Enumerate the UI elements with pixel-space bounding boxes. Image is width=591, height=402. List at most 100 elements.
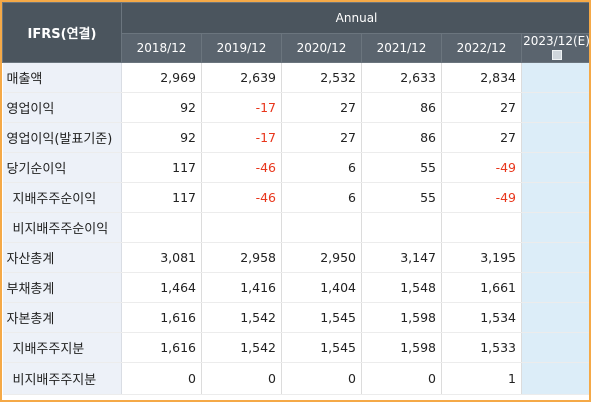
value-cell (521, 62, 589, 93)
value-cell: -17 (201, 92, 282, 123)
year-label: 2019/12 (216, 41, 267, 55)
row-label: 비지배주주지분 (2, 362, 122, 395)
row-label: 지배주주순이익 (2, 182, 122, 213)
value-cell: 1,542 (201, 332, 282, 363)
value-cell: 1,464 (121, 272, 202, 303)
value-cell: 1 (441, 362, 522, 395)
value-cell: 2,834 (441, 62, 522, 93)
value-cell (521, 272, 589, 303)
value-cell (521, 302, 589, 333)
value-cell: 3,081 (121, 242, 202, 273)
row-label: 부채총계 (2, 272, 122, 303)
table-row: 자산총계 3,081 2,958 2,950 3,147 3,195 (2, 242, 589, 273)
value-cell: 3,195 (441, 242, 522, 273)
value-cell (521, 332, 589, 363)
value-cell: 1,661 (441, 272, 522, 303)
year-label: 2020/12 (296, 41, 347, 55)
value-cell: 1,616 (121, 302, 202, 333)
value-cell (281, 212, 362, 243)
value-cell: 3,147 (361, 242, 442, 273)
value-cell: 2,969 (121, 62, 202, 93)
value-cell: 1,598 (361, 332, 442, 363)
table-row: 지배주주순이익 117 -46 6 55 -49 (2, 182, 589, 213)
value-cell: 1,542 (201, 302, 282, 333)
value-cell: 0 (121, 362, 202, 395)
table-row: 비지배주주지분 0 0 0 0 1 (2, 362, 589, 395)
value-cell (521, 92, 589, 123)
value-cell: 2,950 (281, 242, 362, 273)
value-cell: 1,545 (281, 302, 362, 333)
value-cell: -49 (441, 152, 522, 183)
value-cell (521, 362, 589, 395)
table-row: 비지배주주순이익 (2, 212, 589, 243)
row-label: 자산총계 (2, 242, 122, 273)
value-cell: 1,598 (361, 302, 442, 333)
value-cell (521, 122, 589, 153)
value-cell: 27 (441, 122, 522, 153)
value-cell (521, 242, 589, 273)
value-cell (521, 152, 589, 183)
value-cell: -17 (201, 122, 282, 153)
year-header: 2021/12 (361, 33, 442, 63)
value-cell (201, 212, 282, 243)
financial-table: IFRS(연결) Annual 2018/12 2019/12 2020/12 202… (2, 2, 590, 395)
value-cell: 1,548 (361, 272, 442, 303)
value-cell: 1,533 (441, 332, 522, 363)
value-cell: 117 (121, 182, 202, 213)
year-header: 2023/12(E) (520, 33, 590, 63)
value-cell (521, 212, 589, 243)
value-cell: 2,639 (201, 62, 282, 93)
value-cell (361, 212, 442, 243)
value-cell (121, 212, 202, 243)
value-cell: 86 (361, 92, 442, 123)
row-label: 영업이익(발표기준) (2, 122, 122, 153)
value-cell: 27 (281, 122, 362, 153)
value-cell: -46 (201, 182, 282, 213)
value-cell: 92 (121, 122, 202, 153)
value-cell: -46 (201, 152, 282, 183)
table-row: 지배주주지분 1,616 1,542 1,545 1,598 1,533 (2, 332, 589, 363)
value-cell: 27 (441, 92, 522, 123)
table-row: 당기순이익 117 -46 6 55 -49 (2, 152, 589, 183)
value-cell: 0 (201, 362, 282, 395)
year-label: 2018/12 (136, 41, 187, 55)
annual-header: Annual (120, 2, 589, 34)
year-label: 2023/12(E) (523, 34, 590, 48)
value-cell: -49 (441, 182, 522, 213)
year-header: 2022/12 (441, 33, 522, 63)
table-row: 매출액 2,969 2,639 2,532 2,633 2,834 (2, 62, 589, 93)
year-label: 2021/12 (376, 41, 427, 55)
value-cell (521, 182, 589, 213)
row-label: 비지배주주순이익 (2, 212, 122, 243)
year-header: 2020/12 (281, 33, 362, 63)
row-label: 매출액 (2, 62, 122, 93)
value-cell: 86 (361, 122, 442, 153)
info-box-icon[interactable] (552, 49, 563, 60)
year-header: 2018/12 (121, 33, 202, 63)
value-cell: 27 (281, 92, 362, 123)
value-cell (441, 212, 522, 243)
row-label: 지배주주지분 (2, 332, 122, 363)
value-cell: 2,958 (201, 242, 282, 273)
table-row: 부채총계 1,464 1,416 1,404 1,548 1,661 (2, 272, 589, 303)
value-cell: 1,616 (121, 332, 202, 363)
year-header: 2019/12 (201, 33, 282, 63)
value-cell: 92 (121, 92, 202, 123)
value-cell: 6 (281, 152, 362, 183)
value-cell: 1,404 (281, 272, 362, 303)
value-cell: 6 (281, 182, 362, 213)
value-cell: 1,545 (281, 332, 362, 363)
value-cell: 55 (361, 152, 442, 183)
row-label: 영업이익 (2, 92, 122, 123)
table-row: 영업이익(발표기준) 92 -17 27 86 27 (2, 122, 589, 153)
value-cell: 1,416 (201, 272, 282, 303)
value-cell: 1,534 (441, 302, 522, 333)
year-label: 2022/12 (456, 41, 507, 55)
value-cell: 0 (281, 362, 362, 395)
table-row: 영업이익 92 -17 27 86 27 (2, 92, 589, 123)
value-cell: 2,532 (281, 62, 362, 93)
value-cell: 117 (121, 152, 202, 183)
row-label: 자본총계 (2, 302, 122, 333)
value-cell: 2,633 (361, 62, 442, 93)
